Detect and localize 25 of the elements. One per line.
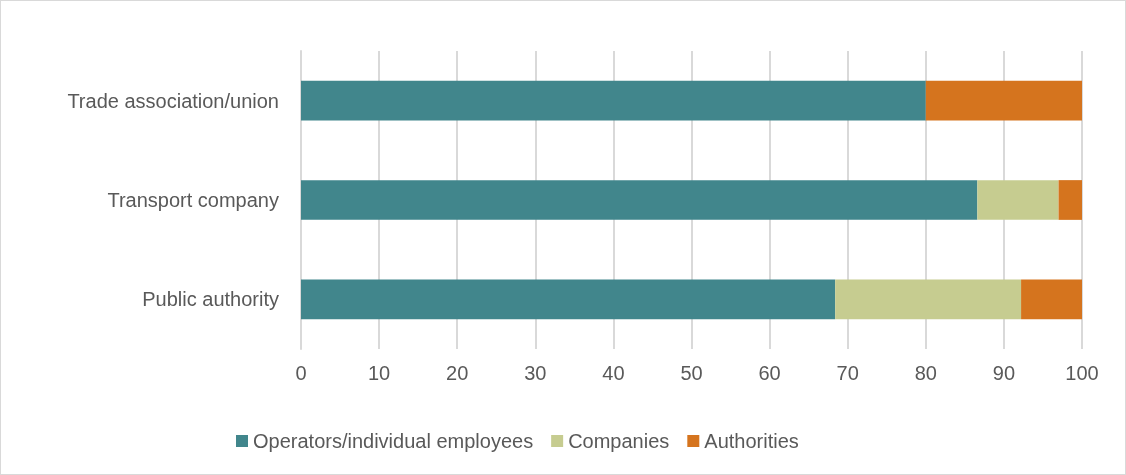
bar bbox=[1058, 180, 1082, 220]
x-tick-label: 100 bbox=[1065, 362, 1099, 384]
bar bbox=[1021, 279, 1082, 320]
bar bbox=[301, 80, 926, 121]
legend-label: Operators/individual employees bbox=[253, 430, 534, 452]
x-tick-label: 90 bbox=[992, 362, 1016, 384]
legend-label: Authorities bbox=[704, 430, 799, 452]
bar bbox=[835, 279, 1022, 320]
x-tick-label: 70 bbox=[836, 362, 859, 384]
x-tick-label: 20 bbox=[446, 362, 469, 384]
bar bbox=[301, 279, 836, 320]
x-tick-label: 60 bbox=[758, 362, 781, 384]
bar bbox=[925, 80, 1082, 121]
legend-label: Companies bbox=[568, 430, 670, 452]
bar bbox=[977, 180, 1059, 220]
y-tick-label: Transport company bbox=[107, 189, 279, 211]
y-tick-label: Trade association/union bbox=[67, 89, 279, 112]
bar bbox=[301, 180, 978, 220]
y-tick-label: Public authority bbox=[142, 288, 279, 311]
x-tick-label: 80 bbox=[914, 362, 937, 384]
x-tick-label: 50 bbox=[680, 362, 703, 384]
x-tick-label: 0 bbox=[295, 362, 307, 384]
x-tick-label: 30 bbox=[524, 362, 547, 384]
x-tick-label: 40 bbox=[602, 362, 625, 384]
x-tick-label: 10 bbox=[367, 362, 391, 384]
